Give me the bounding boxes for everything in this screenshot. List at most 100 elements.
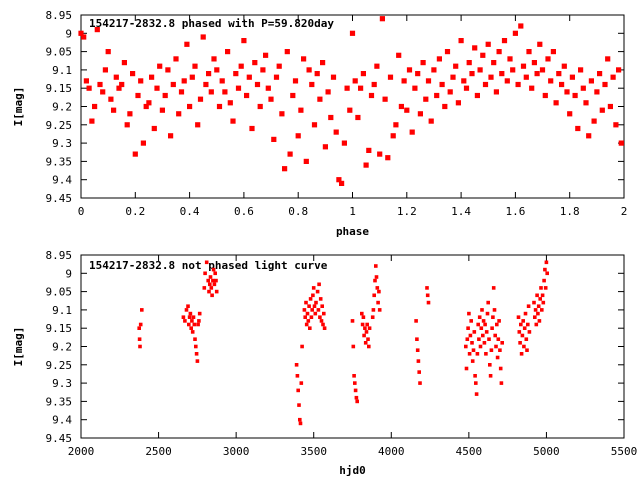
data-point <box>487 337 491 341</box>
data-point <box>138 78 144 84</box>
data-point <box>178 89 185 95</box>
data-point <box>211 267 216 272</box>
data-point <box>287 151 293 157</box>
data-point <box>138 322 143 327</box>
data-point <box>317 96 323 102</box>
data-point <box>515 81 521 88</box>
data-point <box>165 67 171 73</box>
data-point <box>367 326 372 330</box>
data-point <box>235 85 242 91</box>
data-point <box>313 311 318 316</box>
data-point <box>599 107 605 113</box>
data-point <box>353 388 358 393</box>
data-point <box>227 100 233 106</box>
unphased-data-points <box>137 260 549 426</box>
phased-x-tick-label: 2 <box>621 205 628 218</box>
data-point <box>318 297 323 301</box>
data-point <box>471 348 476 352</box>
data-point <box>189 326 193 330</box>
data-point <box>86 85 92 91</box>
data-point <box>276 63 282 69</box>
data-point <box>305 311 310 316</box>
data-point <box>534 322 539 327</box>
data-point <box>350 319 355 323</box>
data-point <box>187 103 193 110</box>
data-point <box>197 319 201 323</box>
phased-x-axis-label: phase <box>336 225 369 238</box>
data-point <box>544 260 549 265</box>
data-point <box>300 344 304 349</box>
data-point <box>347 107 353 113</box>
data-point <box>370 315 375 319</box>
phased-y-tick-label: 9.15 <box>46 82 73 95</box>
data-point <box>168 133 174 139</box>
data-point <box>127 111 133 117</box>
data-point <box>580 85 586 91</box>
data-point <box>486 300 490 305</box>
data-point <box>575 125 581 132</box>
data-point <box>311 293 315 298</box>
data-point <box>481 333 485 338</box>
data-point <box>322 144 328 150</box>
data-point <box>450 74 456 80</box>
data-point <box>238 63 244 69</box>
data-point <box>190 319 194 323</box>
data-point <box>548 78 554 84</box>
data-point <box>303 158 309 164</box>
data-point <box>415 337 419 341</box>
data-point <box>368 92 375 99</box>
data-point <box>431 67 437 73</box>
data-point <box>298 421 303 426</box>
data-point <box>352 78 358 84</box>
data-point <box>310 308 314 312</box>
unphased-plot-title: 154217-2832.8 not phased light curve <box>89 259 328 272</box>
data-point <box>526 49 532 55</box>
data-point <box>209 286 214 290</box>
unphased-y-tick-label: 9.4 <box>52 414 72 427</box>
data-point <box>507 56 513 62</box>
unphased-x-tick-label: 4000 <box>378 445 405 458</box>
data-point <box>583 100 589 106</box>
phased-x-tick-label: 0.4 <box>180 205 200 218</box>
data-point <box>540 308 544 312</box>
data-point <box>420 60 426 66</box>
data-point <box>543 286 548 290</box>
data-point <box>522 344 526 349</box>
unphased-x-tick-label: 2000 <box>68 445 95 458</box>
data-point <box>474 392 479 396</box>
data-point <box>353 381 357 385</box>
data-point <box>529 85 535 91</box>
data-point <box>482 81 489 88</box>
data-point <box>307 304 311 308</box>
data-point <box>273 74 280 80</box>
data-point <box>526 322 530 327</box>
data-point <box>545 271 549 276</box>
data-point <box>500 341 504 345</box>
data-point <box>192 322 197 327</box>
data-point <box>417 111 423 117</box>
phased-x-tick-label: 1.8 <box>560 205 580 218</box>
data-point <box>358 85 364 91</box>
phased-y-tick-label: 9 <box>65 27 72 40</box>
data-point <box>265 85 271 91</box>
data-point <box>517 330 522 334</box>
data-point <box>504 78 510 84</box>
data-point <box>532 300 536 305</box>
data-point <box>567 111 573 117</box>
data-point <box>263 52 269 58</box>
data-point <box>512 30 518 36</box>
data-point <box>97 81 103 88</box>
data-point <box>597 71 603 77</box>
data-point <box>190 330 195 334</box>
data-point <box>309 81 315 88</box>
data-point <box>296 388 300 393</box>
data-point <box>526 304 531 308</box>
unphased-x-tick-label: 5000 <box>533 445 560 458</box>
data-point <box>94 27 100 33</box>
data-point <box>216 103 223 110</box>
phased-x-tick-label: 1.2 <box>397 205 417 218</box>
data-point <box>401 78 407 84</box>
data-point <box>466 326 470 330</box>
data-point <box>271 136 277 142</box>
data-point <box>119 81 125 88</box>
